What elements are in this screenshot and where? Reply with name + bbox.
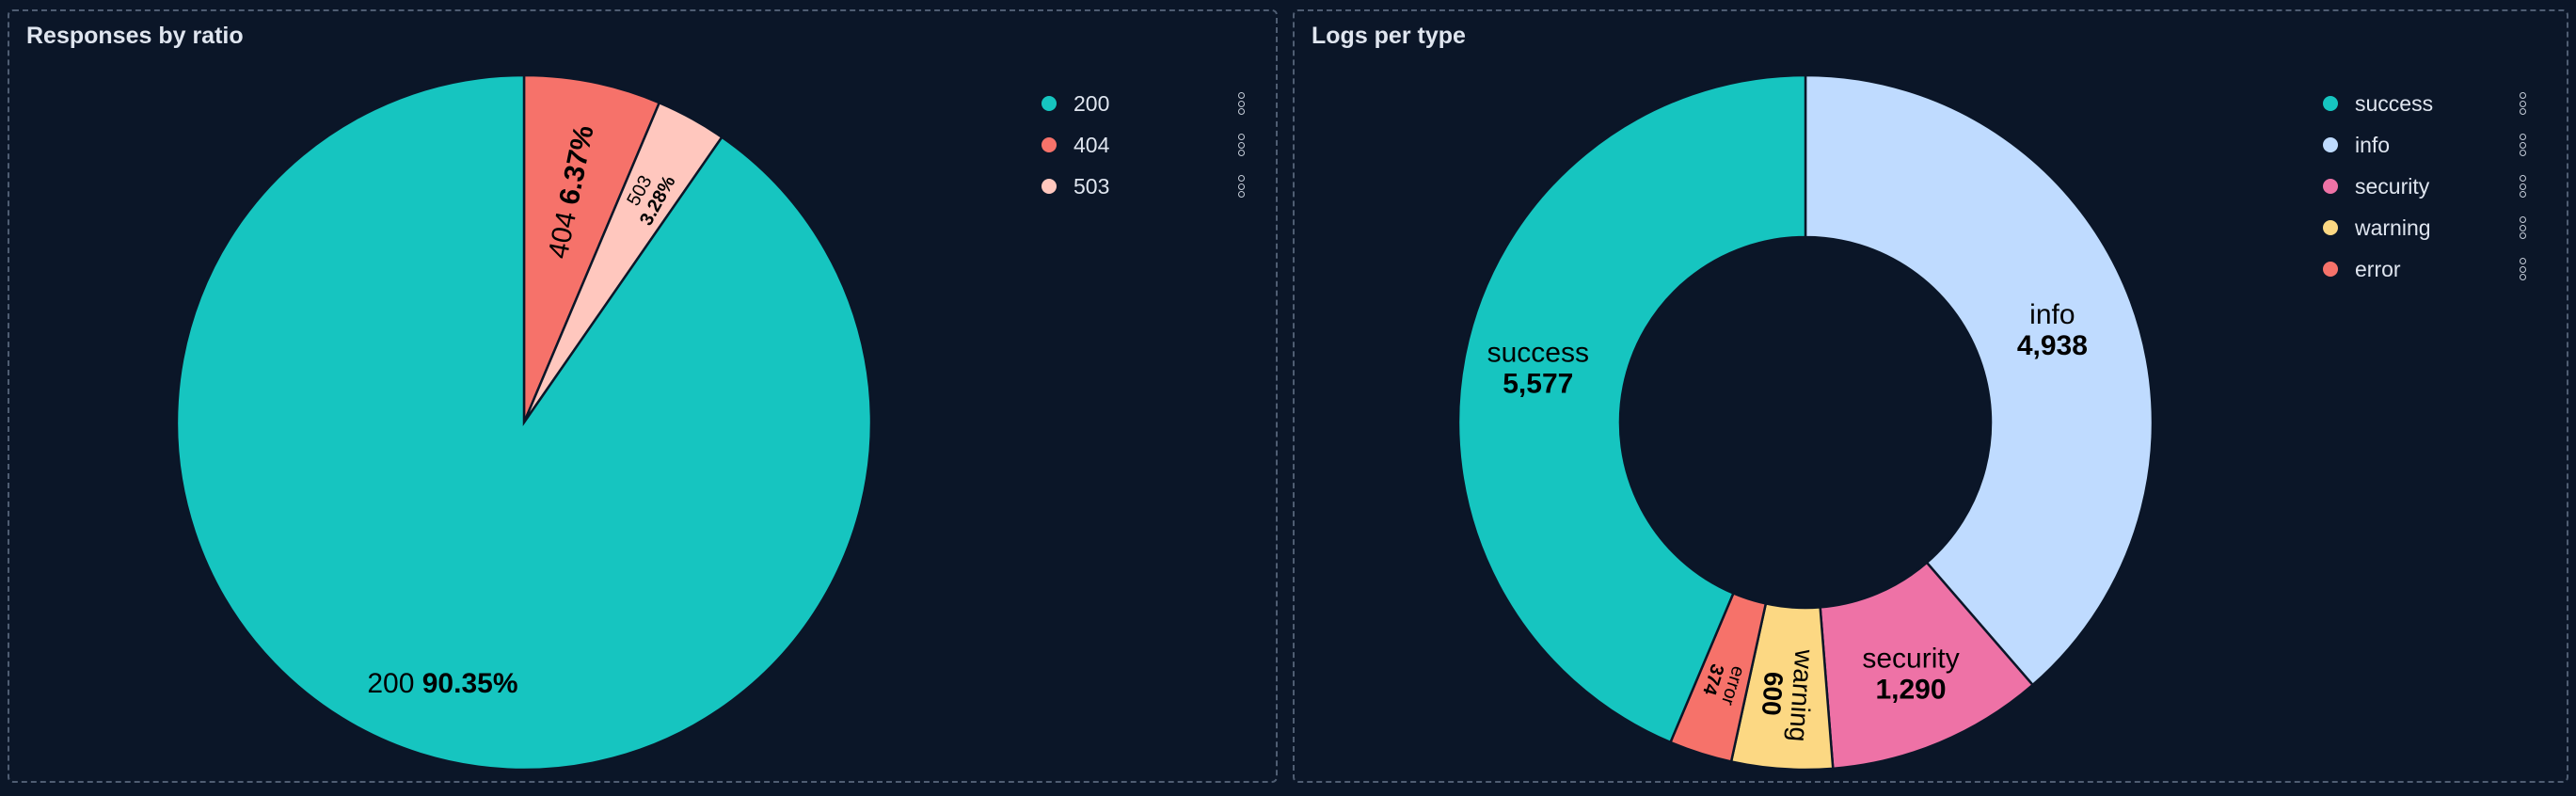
slice-info[interactable]: [1804, 73, 2155, 687]
legend-label: error: [2355, 256, 2401, 281]
legend-item-security[interactable]: security: [2314, 166, 2559, 207]
panel-logs-per-type: info 4,938 security 1,290 warning 600 error 374…: [1293, 9, 2568, 783]
legend-actions-icon[interactable]: [1236, 134, 1246, 156]
legend-item-warning[interactable]: warning: [2314, 207, 2559, 248]
legend-actions-icon[interactable]: [2518, 258, 2527, 280]
slice-value: 4,938: [2017, 330, 2088, 361]
legend-color-dot: [2323, 96, 2338, 111]
legend-actions-icon[interactable]: [2518, 92, 2527, 115]
legend-label: 503: [1073, 173, 1110, 199]
legend-actions-icon[interactable]: [2518, 216, 2527, 239]
legend-label: success: [2355, 90, 2434, 116]
slice-success[interactable]: [1456, 73, 1807, 744]
legend-color-dot: [2323, 179, 2338, 194]
slice-name: warning: [1784, 647, 1820, 742]
slice-label-200: 200 90.35%: [367, 667, 517, 698]
slice-200[interactable]: [175, 73, 873, 772]
panel-title: Logs per type: [1312, 23, 1466, 49]
slice-404[interactable]: [522, 73, 661, 423]
legend-color-dot: [2323, 137, 2338, 152]
panel-title: Responses by ratio: [26, 23, 244, 49]
slice-name: success: [1487, 337, 1589, 368]
legend-label: security: [2355, 173, 2430, 199]
legend-color-dot: [1042, 96, 1057, 111]
legend-label: info: [2355, 132, 2391, 157]
legend-color-dot: [1042, 179, 1057, 194]
slice-name: info: [2029, 299, 2075, 330]
legend-label: 404: [1073, 132, 1110, 157]
legend-color-dot: [2323, 220, 2338, 235]
legend-actions-icon[interactable]: [1236, 92, 1246, 115]
legend: 200 404 503: [1033, 83, 1278, 207]
legend-item-503[interactable]: 503: [1033, 166, 1278, 207]
legend-item-success[interactable]: success: [2314, 83, 2559, 124]
legend-item-404[interactable]: 404: [1033, 124, 1278, 166]
slice-value: 5,577: [1503, 368, 1573, 399]
slice-value: 1,290: [1875, 674, 1946, 705]
legend: success info security warning error: [2314, 83, 2559, 290]
panel-responses-by-ratio: 404 6.37% 503 3.28% 200 90.35% Responses by…: [8, 9, 1278, 783]
legend-color-dot: [1042, 137, 1057, 152]
legend-label: warning: [2355, 215, 2431, 240]
slice-name: security: [1862, 643, 1959, 674]
legend-item-200[interactable]: 200: [1033, 83, 1278, 124]
legend-color-dot: [2323, 262, 2338, 277]
slice-value: 600: [1757, 671, 1789, 717]
legend-label: 200: [1073, 90, 1110, 116]
legend-actions-icon[interactable]: [1236, 175, 1246, 198]
slice-value: 90.35%: [422, 667, 518, 698]
slice-name: 200: [367, 667, 421, 698]
legend-item-error[interactable]: error: [2314, 248, 2559, 290]
legend-item-info[interactable]: info: [2314, 124, 2559, 166]
legend-actions-icon[interactable]: [2518, 134, 2527, 156]
legend-actions-icon[interactable]: [2518, 175, 2527, 198]
svg-text:200 90.35%: 200 90.35%: [367, 667, 517, 698]
